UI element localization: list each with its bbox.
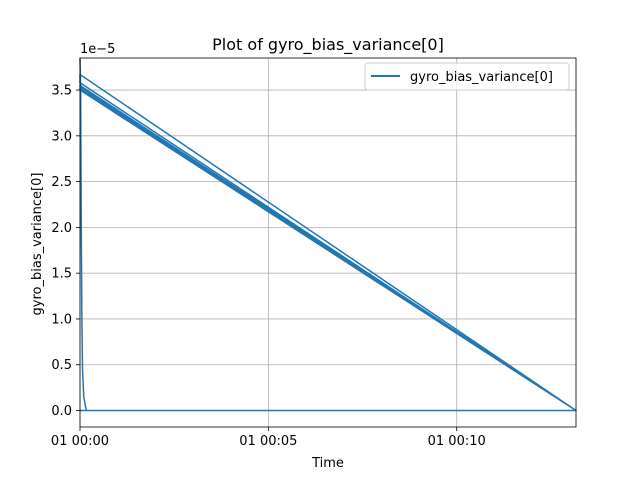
legend-box: [364, 62, 570, 91]
x-tick-label: 01 00:00: [51, 434, 109, 449]
x-tick-label: 01 00:05: [239, 434, 297, 449]
y-tick-label: 3.5: [51, 84, 72, 99]
y-tick-label: 2.0: [51, 221, 72, 236]
y-tick-label: 1.0: [51, 312, 72, 327]
plot-area: 01 00:00 01 00:05 01 00:10 0.0 0.5 1.0 1.5 2.0 2…: [51, 57, 577, 449]
x-axis-label: Time: [311, 456, 344, 471]
y-tick-label: 0.5: [51, 358, 72, 373]
axes-frame: [79, 57, 577, 428]
chart-title: Plot of gyro_bias_variance[0]: [212, 35, 444, 55]
series-line: [79, 57, 577, 412]
y-offset-label: 1e−5: [80, 42, 115, 57]
x-tick-label: 01 00:10: [428, 434, 486, 449]
legend-label: gyro_bias_variance[0]: [410, 70, 553, 85]
legend: gyro_bias_variance[0]: [364, 62, 570, 91]
y-tick-label: 3.0: [51, 129, 72, 144]
y-tick-label: 0.0: [51, 404, 72, 419]
y-tick-label: 2.5: [51, 175, 72, 190]
y-tick-label: 1.5: [51, 267, 72, 282]
y-axis-label: gyro_bias_variance[0]: [30, 173, 45, 316]
